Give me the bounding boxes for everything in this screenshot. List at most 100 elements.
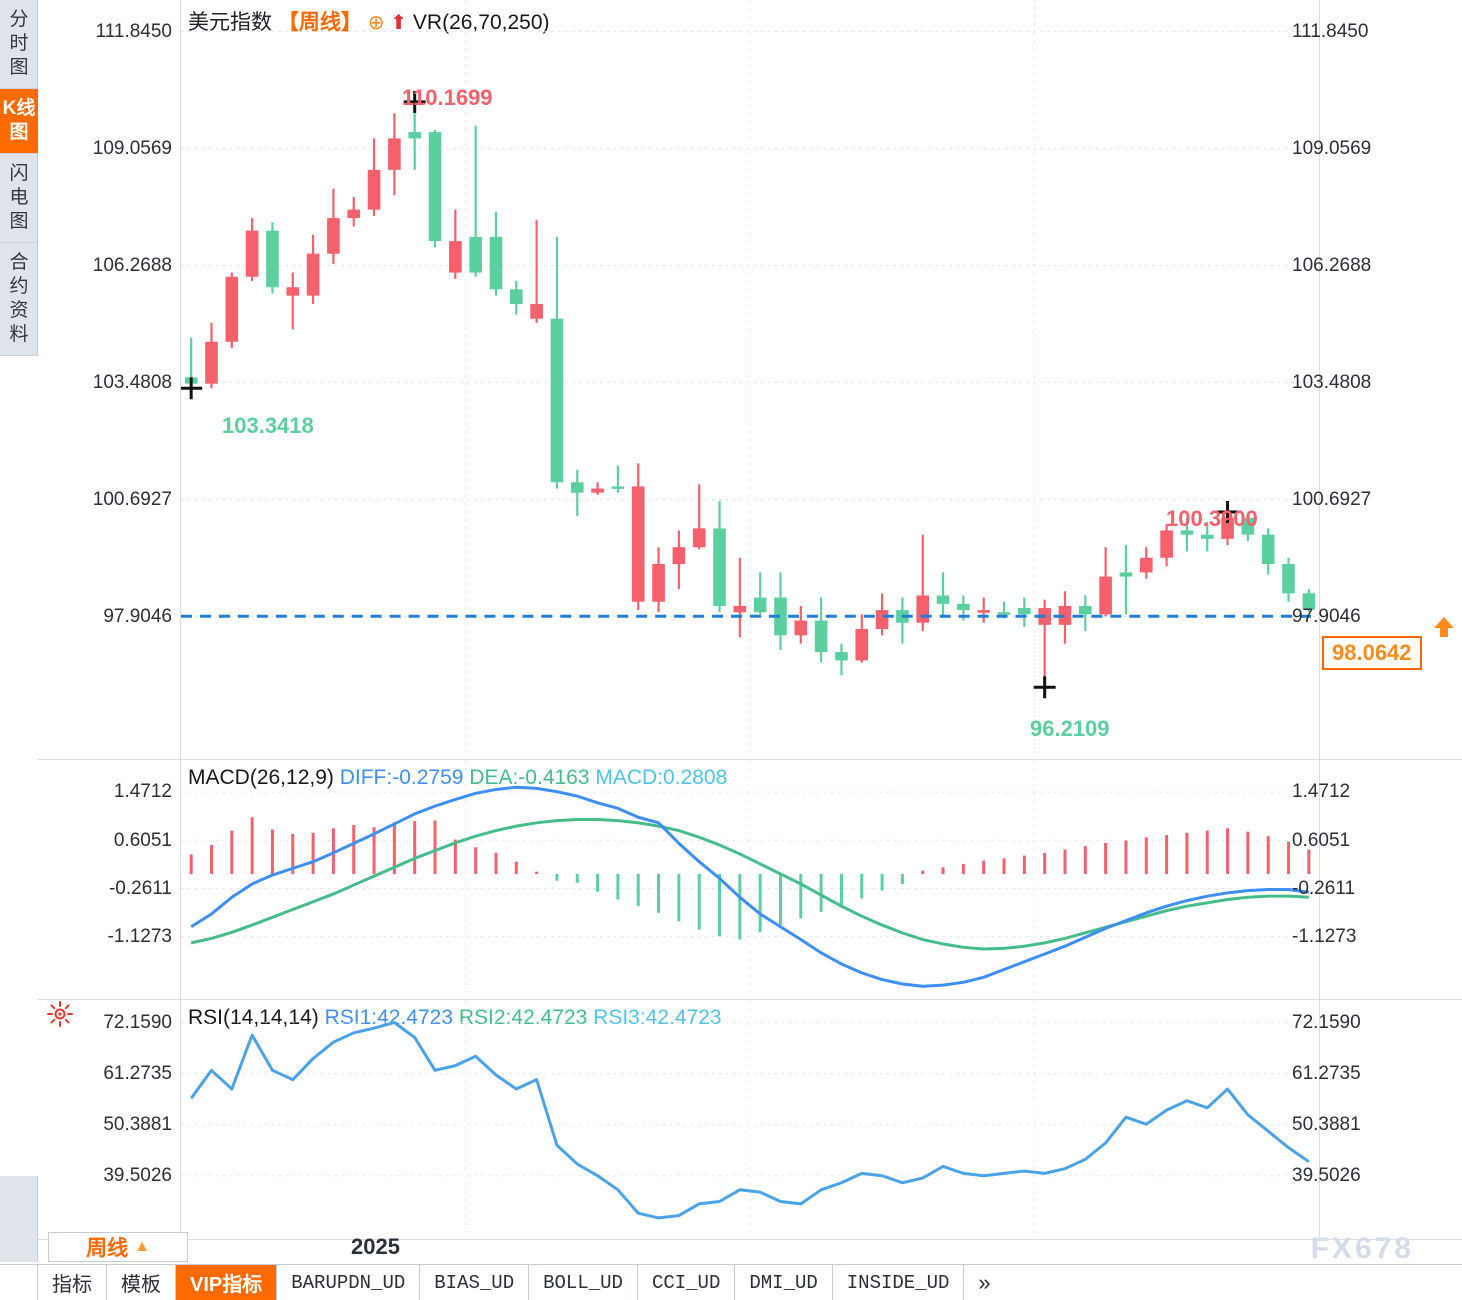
macd-axis-label-right: -0.2611: [1292, 877, 1356, 899]
tab-barupdn-ud[interactable]: BARUPDN_UD: [277, 1265, 421, 1300]
price-axis-label-left: 111.8450: [95, 20, 172, 42]
rsi-axis-label-right: 39.5026: [1292, 1165, 1361, 1187]
rsi-panel-title: RSI(14,14,14) RSI1:42.4723 RSI2:42.4723 …: [188, 1006, 722, 1030]
rsi3-value: RSI3:42.4723: [593, 1006, 722, 1029]
sidebar-item-lightning[interactable]: 闪电图: [0, 154, 38, 243]
sidebar-item-label: 分时图: [9, 9, 29, 78]
rsi-axis-label-left: 72.1590: [103, 1011, 172, 1033]
macd-dea-value: DEA:-0.4163: [469, 766, 590, 789]
macd-axis-label-right: -1.1273: [1292, 926, 1357, 948]
price-panel-title: 美元指数 【周线】 ⊕ ⬆ VR(26,70,250): [188, 6, 550, 36]
sidebar-item-contract-info[interactable]: 合约资料: [0, 243, 38, 356]
tab-label: 指标: [52, 1274, 92, 1296]
tab-templates[interactable]: 模板: [107, 1265, 176, 1300]
macd-axis-label-left: 1.4712: [113, 781, 172, 803]
price-axis-label-right: 109.0569: [1292, 137, 1372, 159]
instrument-name: 美元指数: [188, 11, 272, 34]
sidebar-item-label: 合约资料: [9, 252, 29, 345]
low-annotation: 96.2109: [1030, 716, 1110, 741]
price-axis-label-right: 111.8450: [1292, 20, 1369, 42]
x-axis-year-label: 2025: [351, 1234, 400, 1259]
watermark: FX678: [1310, 1232, 1414, 1265]
tab-cci-ud[interactable]: CCI_UD: [638, 1265, 736, 1300]
price-axis-label-left: 103.4808: [92, 371, 172, 393]
recent-high-annotation: 100.3900: [1166, 506, 1258, 531]
tab-label: »: [978, 1269, 991, 1295]
rsi-axis-label-left: 61.2735: [103, 1063, 172, 1084]
sun-settings-icon[interactable]: [46, 1000, 74, 1028]
price-axis-label-left: 106.2688: [92, 254, 172, 276]
tab-inside-ud[interactable]: INSIDE_UD: [833, 1265, 965, 1300]
rsi-plot-area[interactable]: [180, 1000, 1320, 1239]
chart-container: 美元指数 【周线】 ⊕ ⬆ VR(26,70,250) MACD(26,12,9…: [38, 0, 1462, 1262]
tab-label: CCI_UD: [651, 1271, 721, 1294]
macd-series: [189, 785, 1311, 988]
macd-axis-label-left: -0.2611: [108, 877, 172, 899]
price-axis-label-right: 103.4808: [1292, 371, 1372, 393]
tabbar-spacer: [0, 1265, 38, 1300]
rsi-axis-label-right: 61.2735: [1292, 1063, 1361, 1084]
macd-diff-value: DIFF:-0.2759: [339, 766, 464, 789]
period-label: 【周线】: [277, 11, 362, 34]
tab-more[interactable]: »: [964, 1265, 1004, 1300]
macd-panel-title: MACD(26,12,9) DIFF:-0.2759 DEA:-0.4163 M…: [188, 766, 727, 790]
price-axis-label-left: 100.6927: [92, 488, 172, 510]
tab-label: BARUPDN_UD: [291, 1271, 406, 1294]
current-price-tag[interactable]: 98.0642: [1322, 636, 1422, 670]
rsi-axis-label-left: 39.5026: [103, 1165, 172, 1187]
bottom-tab-bar: 指标 模板 VIP指标 BARUPDN_UD BIAS_UD BOLL_UD C…: [0, 1264, 1462, 1300]
candlestick-series: [181, 90, 1319, 699]
macd-title-label: MACD(26,12,9): [188, 766, 334, 789]
price-axis-label-right: 106.2688: [1292, 254, 1372, 276]
macd-panel: MACD(26,12,9) DIFF:-0.2759 DEA:-0.4163 M…: [38, 760, 1462, 1000]
sidebar-item-kline[interactable]: K线图: [0, 89, 38, 154]
tab-dmi-ud[interactable]: DMI_UD: [735, 1265, 833, 1300]
up-arrow-icon: ⬆: [390, 12, 408, 34]
start-annotation: 103.3418: [222, 413, 314, 438]
price-marker-arrow: [1434, 617, 1454, 628]
price-panel: 美元指数 【周线】 ⊕ ⬆ VR(26,70,250): [38, 0, 1462, 760]
price-axis-label-right: 100.6927: [1292, 488, 1372, 510]
sidebar-item-label: 闪电图: [9, 163, 29, 232]
price-axis-label-left: 97.9046: [103, 606, 172, 628]
left-sidebar: 分时图 K线图 闪电图 合约资料: [0, 0, 38, 1262]
price-plot-area[interactable]: [180, 0, 1320, 759]
macd-axis-label-right: 0.6051: [1292, 829, 1351, 851]
tab-vip-indicators[interactable]: VIP指标: [176, 1265, 278, 1300]
tab-indicators[interactable]: 指标: [38, 1265, 107, 1300]
tab-label: DMI_UD: [749, 1271, 818, 1294]
circle-plus-icon[interactable]: ⊕: [367, 12, 385, 34]
tab-label: INSIDE_UD: [846, 1271, 950, 1294]
sidebar-item-timeshare[interactable]: 分时图: [0, 0, 38, 89]
rsi2-value: RSI2:42.4723: [458, 1006, 588, 1029]
macd-plot-area[interactable]: [180, 760, 1320, 999]
rsi-axis-label-left: 50.3881: [103, 1114, 172, 1136]
tab-boll-ud[interactable]: BOLL_UD: [529, 1265, 638, 1300]
period-selector-label: 周线: [86, 1237, 129, 1260]
period-row: 周线 ▲ 2025 FX678: [38, 1232, 1462, 1265]
rsi-series: [189, 1021, 1310, 1220]
macd-axis-label-left: 0.6051: [113, 829, 172, 851]
triangle-up-icon: ▲: [134, 1238, 150, 1255]
rsi1-value: RSI1:42.4723: [324, 1006, 454, 1029]
macd-hist-value: MACD:0.2808: [595, 766, 728, 789]
high-annotation: 110.1699: [402, 85, 493, 110]
rsi-axis-label-right: 72.1590: [1292, 1011, 1361, 1033]
tab-label: VIP指标: [190, 1274, 263, 1296]
macd-axis-label-left: -1.1273: [107, 926, 172, 948]
rsi-panel: RSI(14,14,14) RSI1:42.4723 RSI2:42.4723 …: [38, 1000, 1462, 1240]
tab-label: 模板: [121, 1274, 161, 1296]
rsi-gridlines: [181, 1000, 1319, 1239]
price-gridlines: [181, 0, 1319, 759]
price-axis-label-left: 109.0569: [92, 137, 172, 159]
tab-bias-ud[interactable]: BIAS_UD: [420, 1265, 530, 1300]
vr-indicator-label: VR(26,70,250): [412, 11, 550, 34]
period-selector-button[interactable]: 周线 ▲: [48, 1232, 188, 1262]
rsi-title-label: RSI(14,14,14): [188, 1006, 319, 1029]
sidebar-filler: [0, 356, 38, 1176]
x-axis-panel: [38, 1240, 1462, 1262]
tab-label: BIAS_UD: [434, 1271, 515, 1294]
price-marker-stem: [1440, 628, 1448, 637]
tab-label: BOLL_UD: [543, 1271, 623, 1294]
